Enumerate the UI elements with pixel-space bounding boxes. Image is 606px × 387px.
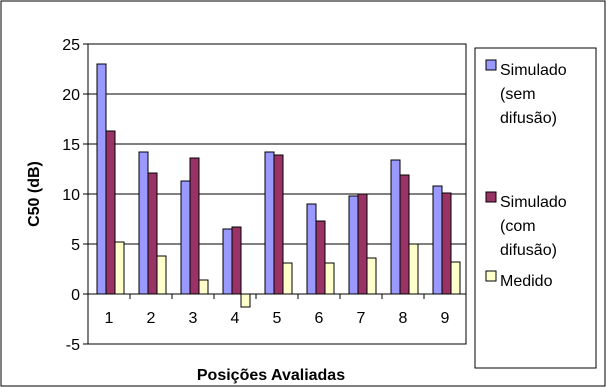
bar-1-category-6: [306, 203, 317, 295]
y-tick-label: 25: [62, 37, 80, 54]
bar-3-category-1: [114, 241, 125, 295]
bar-3-category-3: [198, 279, 209, 295]
bar-3-category-6: [324, 262, 335, 295]
legend-label-1-line-2: (sem: [500, 86, 536, 103]
labels-layer: -5 0 5 10 15 20 25 1 2 3 4 5 6 7 8 9: [62, 37, 449, 354]
bar-2-category-2: [147, 172, 158, 295]
bar-1-category-4: [222, 228, 233, 295]
bar-1-category-2: [138, 151, 149, 295]
bar-2-category-3: [189, 157, 200, 295]
bar-1-category-3: [180, 180, 191, 295]
bar-1-category-1: [96, 63, 107, 295]
legend-swatch-3: [485, 270, 497, 282]
bars-layer: [96, 63, 461, 308]
x-tick-label-5: 5: [273, 310, 282, 327]
bar-3-category-8: [408, 243, 419, 295]
y-tick-label: 20: [62, 87, 80, 104]
bar-3-category-9: [450, 261, 461, 295]
legend-label-1-line-3: difusão): [500, 110, 557, 127]
y-tick-label: 0: [71, 287, 80, 304]
y-tick-label: 5: [71, 237, 80, 254]
bar-2-category-8: [399, 174, 410, 295]
legend-swatch-1: [485, 59, 497, 71]
bar-1-category-9: [432, 185, 443, 295]
x-tick-label-8: 8: [399, 310, 408, 327]
y-tick-label: -5: [66, 337, 80, 354]
x-tick-label-3: 3: [189, 310, 198, 327]
legend-label-2-line-1: Simulado: [500, 194, 567, 211]
x-tick-label-4: 4: [231, 310, 240, 327]
bar-1-category-8: [390, 159, 401, 295]
legend-label-1-line-1: Simulado: [500, 62, 567, 79]
y-tick-label: 10: [62, 187, 80, 204]
legend-label-2-line-2: (com: [500, 218, 536, 235]
legend: Simulado (sem difusão) Simulado (com difusão)…: [474, 47, 597, 369]
x-tick-label-2: 2: [147, 310, 156, 327]
bar-2-category-6: [315, 220, 326, 295]
legend-swatch-2: [485, 191, 497, 203]
bar-3-category-7: [366, 257, 377, 295]
x-tick-label-6: 6: [315, 310, 324, 327]
bar-2-category-1: [105, 130, 116, 295]
bar-3-category-5: [282, 262, 293, 295]
bar-2-category-7: [357, 193, 368, 295]
axis-layer: [83, 43, 466, 345]
legend-label-2-line-3: difusão): [500, 242, 557, 259]
x-tick-label-1: 1: [105, 310, 114, 327]
legend-label-3-line-1: Medido: [500, 273, 553, 290]
x-axis-title: Posições Avaliadas: [197, 367, 345, 384]
x-tick-label-9: 9: [441, 310, 450, 327]
y-axis-title: C50 (dB): [26, 161, 43, 227]
bar-2-category-5: [273, 154, 284, 295]
bar-2-category-9: [441, 192, 452, 295]
bar-1-category-7: [348, 195, 359, 295]
bar-3-category-4: [240, 293, 251, 308]
bar-3-category-2: [156, 255, 167, 295]
y-tick-label: 15: [62, 137, 80, 154]
bar-1-category-5: [264, 151, 275, 295]
x-tick-label-7: 7: [357, 310, 366, 327]
legend-box: [474, 47, 597, 369]
bar-2-category-4: [231, 226, 242, 295]
